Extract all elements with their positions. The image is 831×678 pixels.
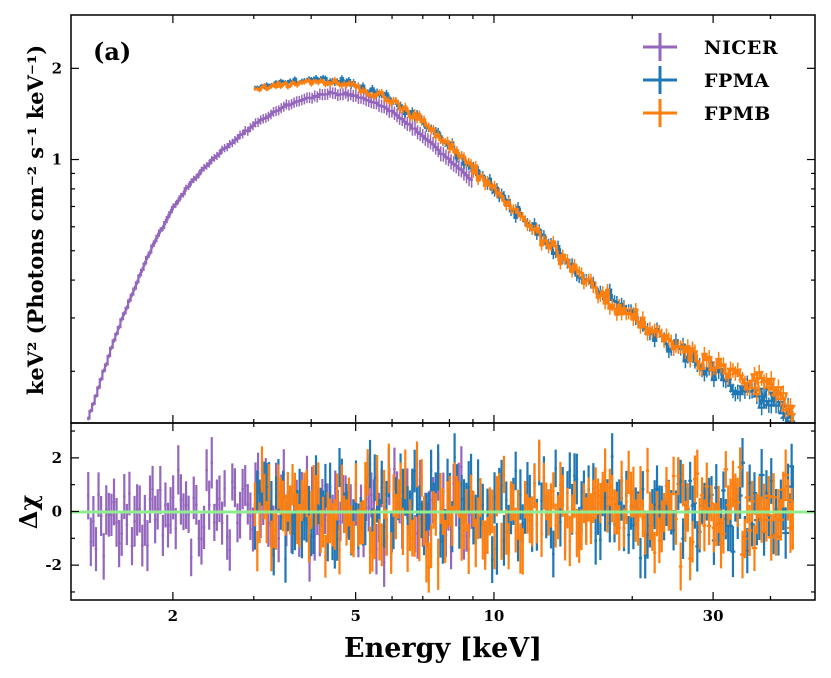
x-tick-label: 30 bbox=[703, 607, 724, 625]
series-fpmb-spectrum bbox=[253, 76, 796, 423]
y-tick-label: 2 bbox=[52, 59, 62, 77]
x-tick-label: 10 bbox=[484, 607, 505, 625]
y-axis-title-bottom: Δχ bbox=[14, 495, 43, 530]
legend-label: FPMB bbox=[704, 103, 771, 125]
panel-label: (a) bbox=[93, 37, 131, 66]
y-tick-label: 1 bbox=[52, 151, 62, 169]
series-nicer-spectrum bbox=[87, 86, 473, 421]
series-fpmb-line bbox=[253, 78, 796, 421]
legend-label: NICER bbox=[704, 37, 778, 59]
y-axis-title-top: keV² (Photons cm⁻² s⁻¹ keV⁻¹) bbox=[23, 45, 48, 395]
x-tick-label: 2 bbox=[168, 607, 178, 625]
series-nicer-line bbox=[87, 90, 473, 420]
bottom-panel-frame bbox=[70, 422, 816, 601]
x-axis-title: Energy [keV] bbox=[344, 633, 542, 664]
series-fpmb-residuals bbox=[253, 439, 794, 593]
x-tick-label: 5 bbox=[350, 607, 360, 625]
residual-layer bbox=[86, 433, 794, 593]
residual-y-tick-label: 2 bbox=[52, 449, 62, 467]
legend-label: FPMA bbox=[704, 70, 770, 92]
spectrum-layer bbox=[87, 74, 797, 423]
residual-y-tick-label: -2 bbox=[45, 556, 62, 574]
legend: NICER FPMA FPMB bbox=[643, 33, 778, 127]
series-fpma-spectrum bbox=[253, 74, 797, 423]
tick-labels: 2 5 10 30 1 2 2 0 -2 bbox=[45, 59, 723, 625]
residual-y-tick-label: 0 bbox=[52, 503, 62, 521]
